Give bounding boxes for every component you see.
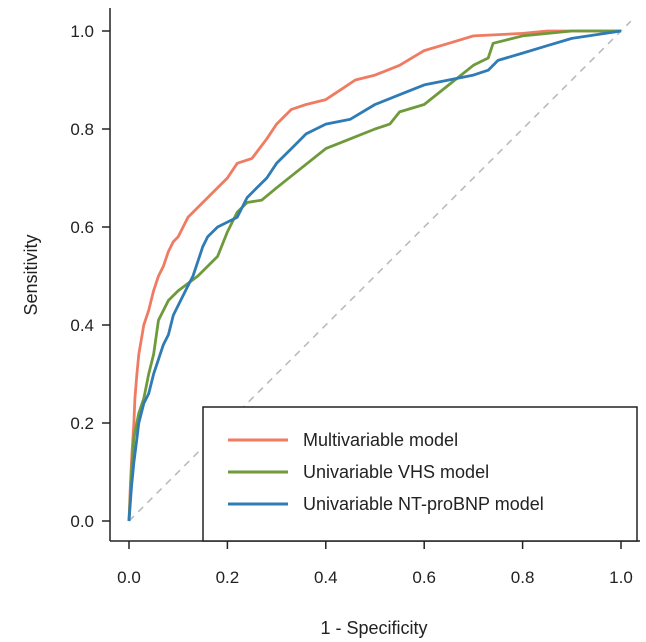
y-tick-label: 0.2 (70, 414, 94, 433)
x-axis-label: 1 - Specificity (320, 618, 427, 638)
y-tick-label: 0.4 (70, 316, 94, 335)
x-tick-label: 0.4 (314, 568, 338, 587)
legend: Multivariable model Univariable VHS model… (202, 406, 638, 542)
x-tick-label: 0.2 (216, 568, 240, 587)
x-tick-label: 0.0 (117, 568, 141, 587)
y-tick-label: 0.6 (70, 218, 94, 237)
ticks: 0.0 0.2 0.4 0.6 0.8 1.0 0.0 0.2 0.4 0.6 0.8 1.0 (70, 22, 632, 587)
legend-label-2: Univariable VHS model (303, 462, 489, 482)
x-tick-label: 0.6 (412, 568, 436, 587)
y-tick-label: 0.8 (70, 120, 94, 139)
x-tick-label: 1.0 (609, 568, 633, 587)
y-axis-label: Sensitivity (21, 234, 41, 315)
roc-curve-series-1 (127, 29, 621, 522)
roc-curve-series-2 (127, 29, 621, 522)
legend-label-3: Univariable NT-proBNP model (303, 494, 544, 514)
y-tick-label: 0.0 (70, 512, 94, 531)
roc-curve-series-3 (127, 29, 622, 522)
roc-curves (127, 29, 622, 522)
legend-box (202, 406, 638, 542)
x-tick-label: 0.8 (511, 568, 535, 587)
y-tick-label: 1.0 (70, 22, 94, 41)
legend-label-1: Multivariable model (303, 430, 458, 450)
